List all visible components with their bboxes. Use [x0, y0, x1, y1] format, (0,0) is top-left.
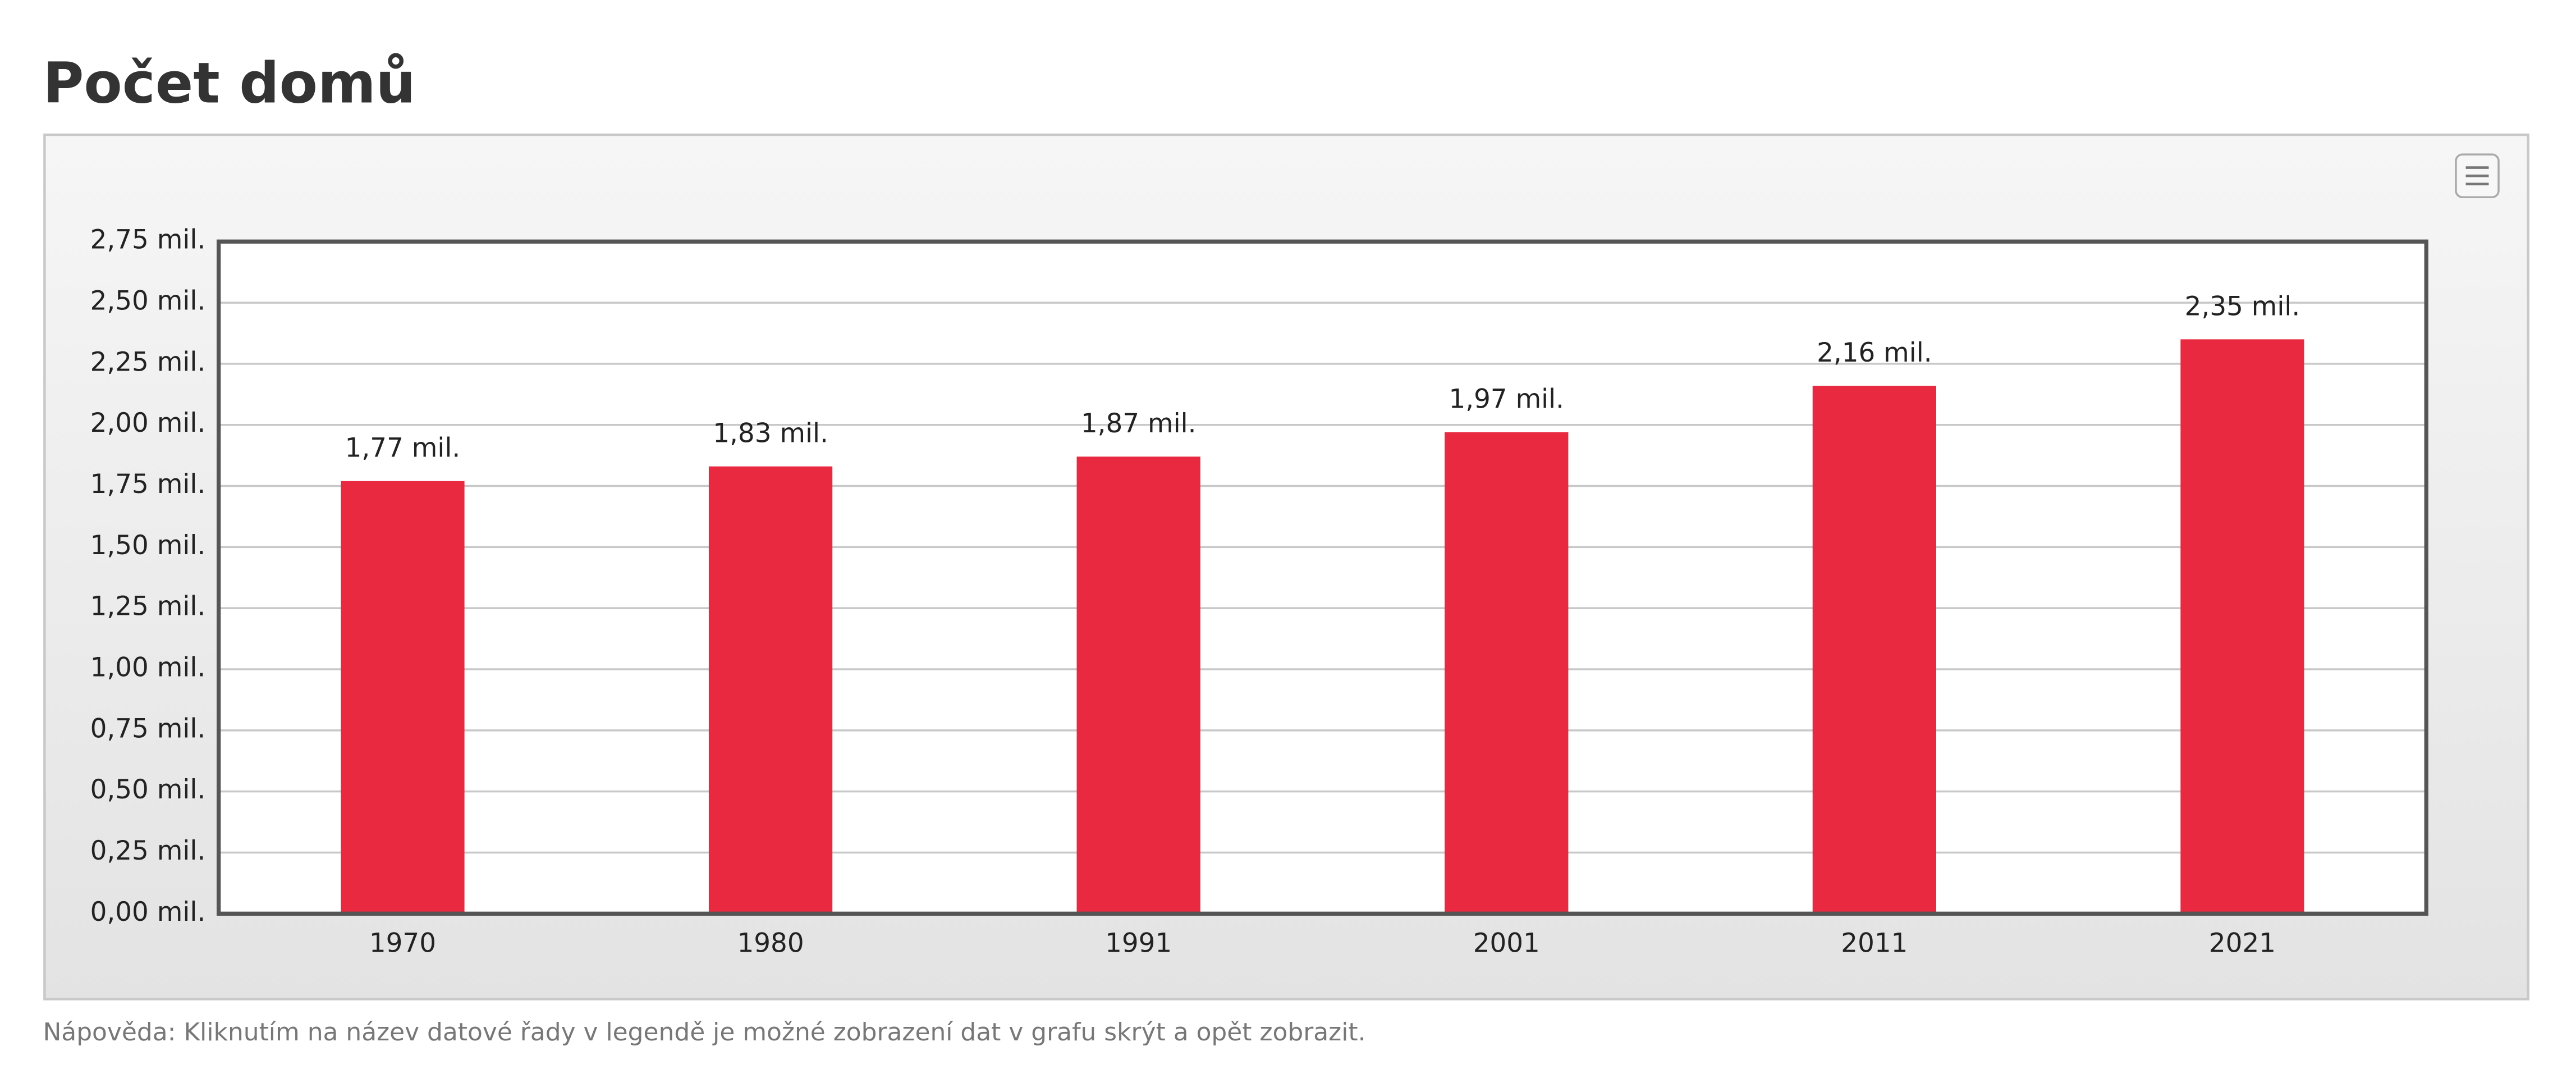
y-tick-label: 2,75 mil. [90, 225, 206, 255]
y-tick-label: 0,25 mil. [90, 836, 206, 866]
y-tick-label: 0,75 mil. [90, 714, 206, 744]
y-tick-label: 0,50 mil. [90, 775, 206, 805]
bar [1445, 432, 1569, 914]
x-tick-label: 1980 [737, 928, 804, 958]
x-tick-label: 1991 [1105, 928, 1172, 958]
x-tick-label: 1970 [369, 928, 436, 958]
menu-button[interactable] [2455, 153, 2500, 198]
bar [2180, 339, 2304, 914]
bar [1076, 456, 1200, 914]
y-tick-label: 1,50 mil. [90, 531, 206, 561]
y-tick-label: 2,25 mil. [90, 347, 206, 377]
bar [708, 466, 833, 914]
bar [1812, 386, 1937, 914]
bar [341, 481, 465, 914]
y-tick-label: 1,00 mil. [90, 653, 206, 683]
x-tick-label: 2011 [1841, 928, 1908, 958]
help-note: Nápověda: Kliknutím na název datové řady… [43, 1018, 1365, 1047]
x-tick-label: 2021 [2209, 928, 2276, 958]
value-label: 2,16 mil. [1817, 338, 1932, 368]
plot-border [216, 239, 2428, 916]
y-tick-label: 1,25 mil. [90, 592, 206, 622]
y-tick-label: 1,75 mil. [90, 469, 206, 500]
x-tick-label: 2001 [1473, 928, 1540, 958]
y-tick-label: 2,00 mil. [90, 408, 206, 438]
plot-area [218, 241, 2427, 914]
value-label: 1,87 mil. [1081, 409, 1197, 439]
value-label: 2,35 mil. [2185, 291, 2300, 322]
value-label: 1,77 mil. [345, 433, 461, 464]
y-tick-label: 2,50 mil. [90, 286, 206, 317]
chart-title: Počet domů [43, 51, 415, 116]
y-tick-label: 0,00 mil. [90, 897, 206, 928]
value-label: 1,83 mil. [713, 419, 828, 449]
value-label: 1,97 mil. [1449, 385, 1564, 415]
